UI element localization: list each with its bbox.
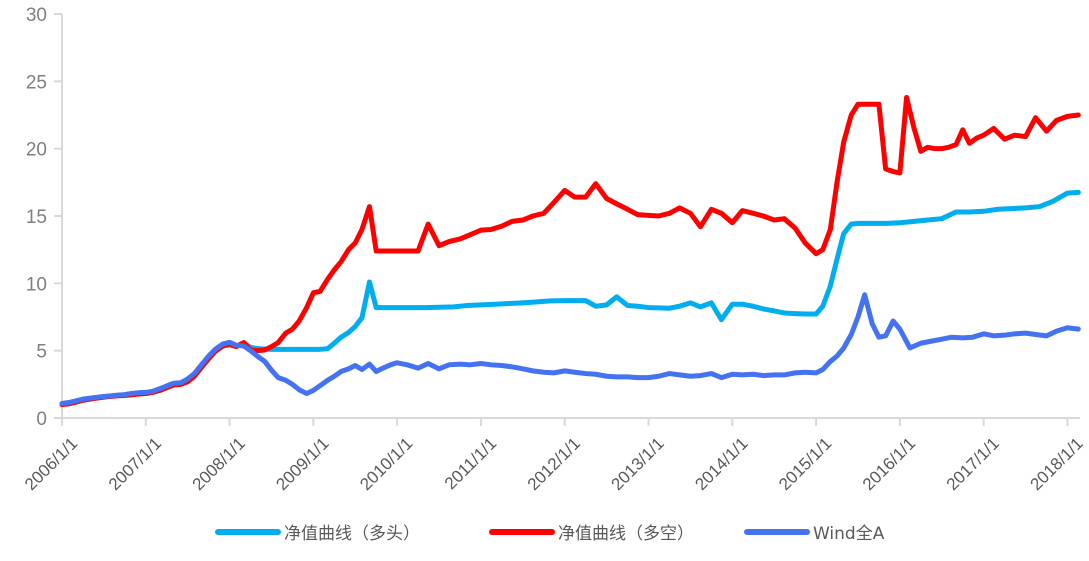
chart-legend: 净值曲线（多头） 净值曲线（多空） Wind全A xyxy=(215,524,885,544)
y-tick-marks xyxy=(54,13,62,419)
x-tick-label: 2017/1/1 xyxy=(943,434,1003,494)
x-tick-label: 2012/1/1 xyxy=(524,434,584,494)
x-tick-labels: 2006/1/1 2007/1/1 2008/1/1 2009/1/1 2010/1/1… xyxy=(21,434,1087,494)
legend-label-1[interactable]: 净值曲线（多空） xyxy=(558,524,694,544)
y-tick-label: 5 xyxy=(36,342,47,363)
x-tick-label: 2006/1/1 xyxy=(21,434,81,494)
series-line-2 xyxy=(59,292,1081,406)
x-tick-label: 2010/1/1 xyxy=(356,434,416,494)
y-tick-label: 15 xyxy=(26,207,47,228)
x-tick-label: 2008/1/1 xyxy=(189,434,249,494)
y-tick-label: 0 xyxy=(36,409,47,430)
y-tick-label: 10 xyxy=(26,274,47,295)
y-tick-label: 25 xyxy=(26,72,47,93)
series-line-1 xyxy=(59,94,1081,408)
legend-label-0[interactable]: 净值曲线（多头） xyxy=(284,524,420,544)
y-tick-label: 30 xyxy=(26,5,47,26)
x-axis-group: 2006/1/1 2007/1/1 2008/1/1 2009/1/1 2010/1/1… xyxy=(21,417,1087,494)
x-tick-marks xyxy=(61,418,1069,426)
data-series-group xyxy=(59,94,1081,408)
x-tick-label: 2007/1/1 xyxy=(105,434,165,494)
x-tick-label: 2018/1/1 xyxy=(1027,434,1087,494)
x-tick-label: 2016/1/1 xyxy=(859,434,919,494)
y-tick-labels: 0 5 10 15 20 25 30 xyxy=(26,5,47,430)
legend-label-2[interactable]: Wind全A xyxy=(813,524,885,544)
y-tick-label: 20 xyxy=(26,140,47,161)
x-tick-label: 2011/1/1 xyxy=(441,434,500,493)
x-tick-label: 2015/1/1 xyxy=(775,434,835,494)
y-axis-group: 0 5 10 15 20 25 30 xyxy=(26,5,63,430)
x-tick-label: 2013/1/1 xyxy=(608,434,668,494)
x-tick-label: 2009/1/1 xyxy=(272,434,332,494)
x-tick-label: 2014/1/1 xyxy=(691,434,751,494)
